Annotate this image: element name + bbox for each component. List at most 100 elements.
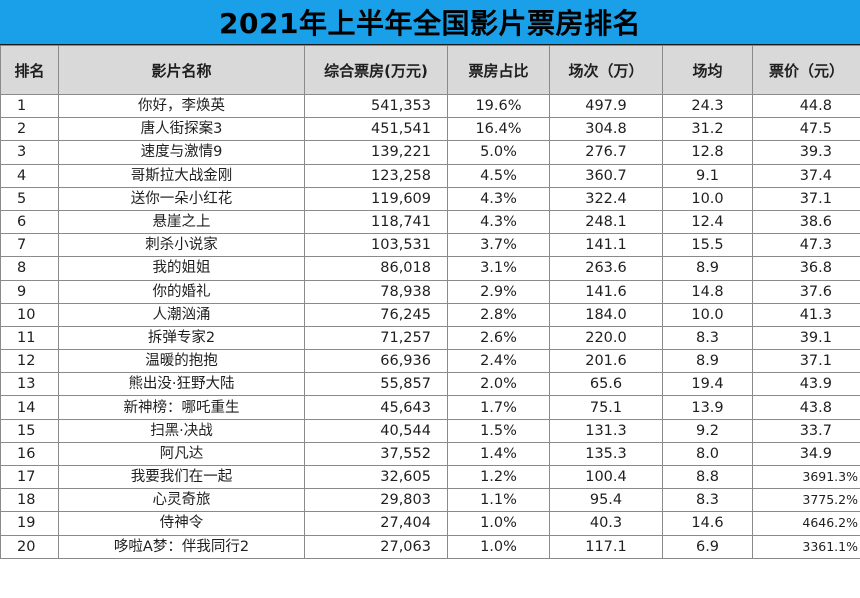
cell-box-office: 66,936 [304,349,448,374]
cell-share: 4.5% [447,163,550,188]
cell-price: 37.4 [752,163,860,188]
header-row: 排名 影片名称 综合票房(万元) 票房占比 场次（万） 场均 票价（元） [0,45,860,95]
cell-box-office: 76,245 [304,302,448,327]
cell-avg: 19.4 [662,372,753,397]
cell-box-office: 40,544 [304,418,448,443]
table-row: 19 侍神令 27,404 1.0% 40.3 14.6 4646.2% [0,511,860,536]
cell-film: 熊出没·狂野大陆 [58,372,305,397]
cell-rank: 2 [0,117,59,142]
cell-sessions: 95.4 [549,488,663,513]
cell-sessions: 201.6 [549,349,663,374]
cell-box-office: 139,221 [304,140,448,165]
table-row: 14 新神榜：哪吒重生 45,643 1.7% 75.1 13.9 43.8 [0,395,860,420]
cell-share: 2.9% [447,279,550,304]
cell-avg: 8.9 [662,256,753,281]
cell-share: 2.6% [447,325,550,351]
cell-film: 速度与激情9 [58,140,305,165]
cell-share: 1.1% [447,488,550,513]
cell-price: 33.7 [752,418,860,443]
cell-sessions: 322.4 [549,186,663,211]
cell-share: 2.8% [447,302,550,327]
cell-rank: 8 [0,256,59,281]
cell-share: 3.1% [447,256,550,281]
cell-film: 悬崖之上 [58,209,305,235]
cell-box-office: 541,353 [304,93,448,119]
cell-share: 1.0% [447,511,550,536]
cell-sessions: 184.0 [549,302,663,327]
cell-sessions: 263.6 [549,256,663,281]
cell-box-office: 32,605 [304,464,448,490]
cell-sessions: 131.3 [549,418,663,443]
cell-price: 41.3 [752,302,860,327]
cell-price: 37.1 [752,186,860,211]
cell-avg: 9.2 [662,418,753,443]
cell-avg: 15.5 [662,233,753,258]
table-row: 4 哥斯拉大战金刚 123,258 4.5% 360.7 9.1 37.4 [0,163,860,188]
cell-rank: 10 [0,302,59,327]
cell-rank: 13 [0,372,59,397]
header-sessions: 场次（万） [549,45,663,95]
cell-rank: 9 [0,279,59,304]
cell-sessions: 220.0 [549,325,663,351]
cell-rank: 18 [0,488,59,513]
cell-box-office: 27,063 [304,534,448,559]
cell-film: 唐人街探案3 [58,117,305,142]
cell-sessions: 360.7 [549,163,663,188]
cell-film: 刺杀小说家 [58,233,305,258]
cell-avg: 8.9 [662,349,753,374]
cell-price: 36.8 [752,256,860,281]
cell-rank: 17 [0,464,59,490]
table-row: 2 唐人街探案3 451,541 16.4% 304.8 31.2 47.5 [0,117,860,142]
cell-price: 3775.2% [752,488,860,513]
cell-avg: 12.8 [662,140,753,165]
cell-film: 送你一朵小红花 [58,186,305,211]
header-price: 票价（元） [752,45,860,95]
cell-rank: 4 [0,163,59,188]
cell-film: 你的婚礼 [58,279,305,304]
cell-film: 我要我们在一起 [58,464,305,490]
header-avg: 场均 [662,45,753,95]
cell-sessions: 304.8 [549,117,663,142]
cell-share: 1.0% [447,534,550,559]
cell-avg: 14.8 [662,279,753,304]
table-row: 18 心灵奇旅 29,803 1.1% 95.4 8.3 3775.2% [0,488,860,513]
cell-rank: 20 [0,534,59,559]
page-title: 2021年上半年全国影片票房排名 [0,0,860,45]
table-row: 8 我的姐姐 86,018 3.1% 263.6 8.9 36.8 [0,256,860,281]
cell-price: 3691.3% [752,464,860,490]
box-office-table: 排名 影片名称 综合票房(万元) 票房占比 场次（万） 场均 票价（元） 1 你好… [0,45,860,559]
cell-price: 38.6 [752,209,860,235]
table-row: 13 熊出没·狂野大陆 55,857 2.0% 65.6 19.4 43.9 [0,372,860,397]
table-row: 9 你的婚礼 78,938 2.9% 141.6 14.8 37.6 [0,279,860,304]
cell-share: 1.7% [447,395,550,420]
cell-price: 39.3 [752,140,860,165]
cell-box-office: 45,643 [304,395,448,420]
cell-rank: 19 [0,511,59,536]
cell-rank: 3 [0,140,59,165]
cell-price: 39.1 [752,325,860,351]
cell-price: 37.1 [752,349,860,374]
cell-rank: 7 [0,233,59,258]
cell-film: 你好，李焕英 [58,93,305,119]
cell-sessions: 141.6 [549,279,663,304]
cell-avg: 8.3 [662,325,753,351]
cell-avg: 10.0 [662,186,753,211]
cell-film: 人潮汹涌 [58,302,305,327]
cell-share: 4.3% [447,209,550,235]
cell-rank: 1 [0,93,59,119]
cell-sessions: 135.3 [549,441,663,467]
table-row: 15 扫黑·决战 40,544 1.5% 131.3 9.2 33.7 [0,418,860,443]
cell-share: 3.7% [447,233,550,258]
table-row: 1 你好，李焕英 541,353 19.6% 497.9 24.3 44.8 [0,93,860,119]
cell-rank: 14 [0,395,59,420]
cell-box-office: 451,541 [304,117,448,142]
cell-share: 16.4% [447,117,550,142]
cell-price: 47.3 [752,233,860,258]
cell-box-office: 37,552 [304,441,448,467]
cell-film: 拆弹专家2 [58,325,305,351]
cell-box-office: 118,741 [304,209,448,235]
table-row: 6 悬崖之上 118,741 4.3% 248.1 12.4 38.6 [0,209,860,235]
cell-film: 侍神令 [58,511,305,536]
cell-price: 43.9 [752,372,860,397]
